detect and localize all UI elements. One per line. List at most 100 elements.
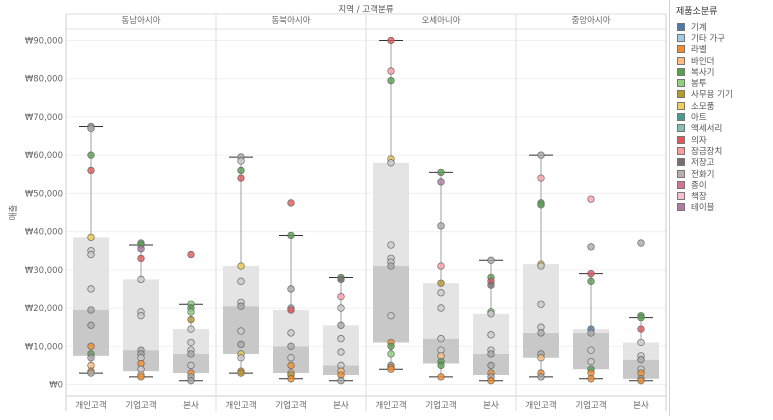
- y-tick-label: ₩70,000: [25, 113, 63, 123]
- legend-item[interactable]: 소모품: [670, 100, 773, 112]
- data-point: [387, 241, 395, 249]
- legend-item[interactable]: 복사기: [670, 66, 773, 78]
- data-point: [287, 231, 295, 240]
- data-point: [87, 321, 95, 329]
- data-point: [137, 275, 145, 284]
- box-lower: [373, 266, 409, 343]
- legend-label: 기타 가구: [691, 33, 725, 44]
- legend-item[interactable]: 기계: [670, 21, 773, 33]
- data-point: [187, 338, 195, 347]
- data-point: [487, 377, 495, 385]
- legend-item[interactable]: 의자: [670, 134, 773, 146]
- data-point: [137, 254, 145, 263]
- x-tick-label: 개인고객: [525, 400, 556, 411]
- data-point: [587, 357, 595, 366]
- legend-label: 책장: [691, 192, 707, 203]
- data-point: [187, 325, 195, 333]
- data-point: [537, 174, 545, 182]
- data-point: [187, 361, 195, 370]
- data-point: [437, 262, 445, 270]
- data-point: [287, 329, 295, 337]
- legend-panel: 제품소분류 기계 기타 가구 라벨 바인더 복사기 봉투 사무용 기기 소모품 아트 액세서리 의자…: [669, 0, 773, 416]
- legend-item[interactable]: 라벨: [670, 44, 773, 55]
- box-upper: [373, 162, 409, 267]
- legend-swatch: [677, 90, 685, 99]
- y-axis-label: 매출: [8, 205, 19, 221]
- legend-item[interactable]: 액세서리: [670, 123, 773, 134]
- y-tick-label: ₩40,000: [25, 228, 63, 238]
- legend-swatch: [677, 67, 685, 76]
- data-point: [337, 348, 345, 356]
- legend-label: 저장고: [691, 158, 715, 169]
- data-point: [537, 354, 545, 362]
- legend-label: 기계: [691, 22, 707, 33]
- data-point: [587, 329, 595, 337]
- x-tick-label: 개인고객: [225, 400, 256, 411]
- data-point: [387, 365, 395, 373]
- box-upper: [623, 342, 659, 360]
- y-tick-label: ₩20,000: [25, 304, 63, 314]
- data-point: [437, 279, 445, 287]
- data-point: [537, 329, 545, 337]
- x-tick-label: 기업고객: [125, 400, 156, 411]
- data-point: [637, 338, 645, 347]
- data-point: [387, 342, 395, 350]
- data-point: [287, 361, 295, 370]
- data-point: [437, 168, 445, 177]
- legend-item[interactable]: 테이블: [670, 202, 773, 213]
- data-point: [437, 289, 445, 297]
- data-point: [187, 315, 195, 324]
- data-point: [637, 313, 645, 322]
- data-point: [487, 310, 495, 318]
- legend-item[interactable]: 기타 가구: [670, 32, 773, 44]
- data-point: [287, 306, 295, 314]
- legend-label: 바인더: [691, 56, 715, 67]
- legend-item[interactable]: 책장: [670, 190, 773, 203]
- data-point: [287, 354, 295, 362]
- legend-item[interactable]: 아트: [670, 111, 773, 123]
- data-point: [437, 178, 445, 186]
- x-tick-label: 본사: [633, 401, 649, 411]
- data-point: [87, 369, 95, 377]
- data-point: [237, 369, 245, 377]
- x-tick-label: 개인고객: [375, 400, 406, 411]
- data-point: [437, 335, 445, 343]
- y-tick-label: ₩50,000: [25, 189, 63, 199]
- data-point: [437, 373, 445, 381]
- header-title: 지역 / 고객분류: [338, 4, 393, 15]
- data-point: [487, 256, 495, 264]
- data-point: [87, 151, 95, 159]
- x-tick-label: 기업고객: [425, 400, 456, 411]
- legend-label: 전화기: [691, 169, 715, 180]
- legend-swatch: [677, 192, 685, 201]
- legend-item[interactable]: 저장고: [670, 157, 773, 168]
- region-label: 중앙아시아: [571, 15, 610, 26]
- legend-item[interactable]: 봉투: [670, 77, 773, 89]
- data-point: [587, 195, 595, 203]
- y-tick-label: ₩30,000: [25, 266, 63, 276]
- data-point: [237, 327, 245, 335]
- data-point: [137, 245, 145, 253]
- data-point: [437, 361, 445, 370]
- x-tick-label: 본사: [183, 401, 199, 411]
- data-point: [137, 312, 145, 320]
- y-tick-label: ₩80,000: [25, 75, 63, 85]
- data-point: [387, 36, 395, 45]
- data-point: [537, 373, 545, 381]
- data-point: [637, 239, 645, 247]
- data-point: [237, 340, 245, 349]
- x-tick-label: 본사: [483, 401, 499, 411]
- data-point: [637, 325, 645, 333]
- legend-swatch: [677, 101, 685, 110]
- legend-item[interactable]: 사무용 기기: [670, 89, 773, 100]
- legend-item[interactable]: 바인더: [670, 55, 773, 67]
- data-point: [337, 304, 345, 312]
- legend-swatch: [677, 33, 685, 42]
- data-point: [387, 350, 395, 358]
- data-point: [487, 281, 495, 289]
- legend-label: 종이: [691, 180, 707, 191]
- legend-item[interactable]: 종이: [670, 179, 773, 191]
- legend-item[interactable]: 잠금장치: [670, 145, 773, 157]
- legend-label: 복사기: [691, 67, 715, 78]
- legend-item[interactable]: 전화기: [670, 168, 773, 180]
